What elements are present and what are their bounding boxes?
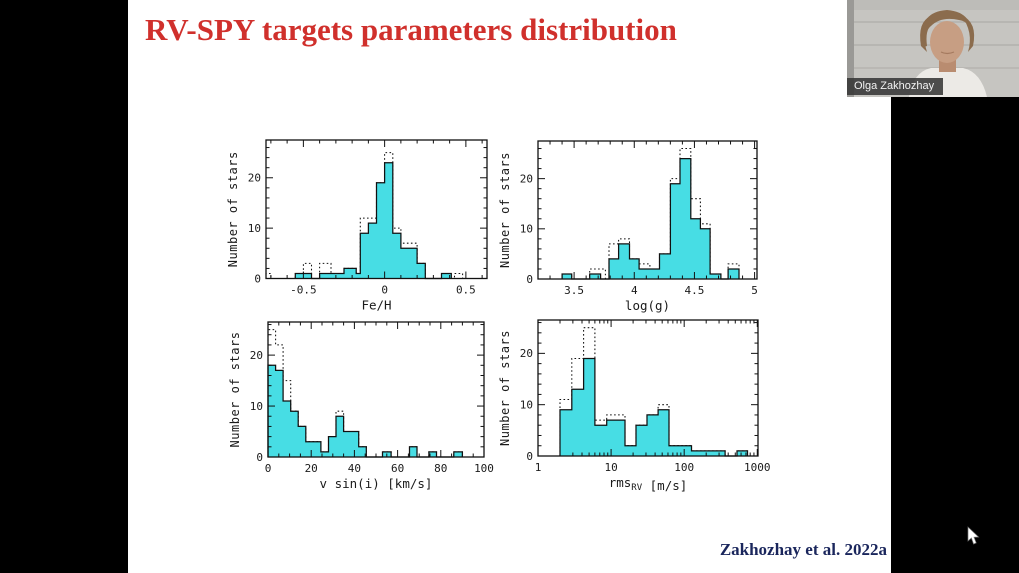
webcam-video-tile[interactable]: Olga Zakhozhay	[847, 0, 1019, 97]
svg-text:10: 10	[248, 222, 261, 235]
y-axis-label: Number of stars	[228, 332, 242, 448]
svg-text:0: 0	[254, 272, 261, 285]
svg-text:80: 80	[434, 462, 447, 475]
axes: 1 10 100 1000 0 10 20	[520, 319, 771, 474]
svg-text:20: 20	[520, 172, 533, 185]
svg-text:1: 1	[535, 461, 542, 474]
svg-text:0.5: 0.5	[456, 284, 476, 297]
x-axis-label: Fe/H	[361, 298, 391, 313]
axes: 3.5 4 4.5 5 0 10 20	[520, 140, 758, 297]
y-axis-label: Number of stars	[498, 152, 512, 268]
svg-text:10: 10	[250, 400, 263, 413]
solid-filled-sample-path	[267, 364, 464, 458]
svg-text:0: 0	[526, 273, 533, 286]
svg-text:0: 0	[265, 462, 272, 475]
svg-text:20: 20	[250, 349, 263, 362]
webcam-person	[909, 10, 987, 97]
dotted-sample-path	[267, 329, 463, 458]
svg-text:3.5: 3.5	[564, 284, 584, 297]
svg-text:10: 10	[520, 398, 533, 411]
svg-text:10: 10	[604, 461, 617, 474]
svg-text:1000: 1000	[744, 461, 771, 474]
histogram-logg: 3.5 4 4.5 5 0 10 20 log(g) Number of stars	[498, 140, 758, 313]
svg-text:5: 5	[751, 284, 758, 297]
solid-filled-sample-path	[559, 357, 749, 457]
axes: 0 20 40 60 80 100 0 10 20	[250, 321, 494, 475]
svg-text:0: 0	[256, 451, 263, 464]
svg-text:40: 40	[348, 462, 361, 475]
svg-text:4: 4	[631, 284, 638, 297]
x-axis-label: log(g)	[625, 298, 670, 313]
x-axis-label: rmsRV [m/s]	[609, 475, 688, 493]
y-axis-label: Number of stars	[498, 330, 512, 446]
y-axis-label: Number of stars	[226, 151, 240, 267]
svg-text:0: 0	[381, 284, 388, 297]
webcam-name-label: Olga Zakhozhay	[847, 78, 944, 95]
svg-text:100: 100	[474, 462, 494, 475]
svg-text:4.5: 4.5	[684, 284, 704, 297]
svg-text:-0.5: -0.5	[290, 284, 317, 297]
citation-text: Zakhozhay et al. 2022a	[719, 540, 887, 559]
x-axis-label: v sin(i) [km/s]	[320, 476, 433, 491]
svg-text:20: 20	[520, 347, 533, 360]
svg-text:10: 10	[520, 223, 533, 236]
slide: RV-SPY targets parameters distribution Z…	[128, 0, 891, 573]
dotted-sample-path	[561, 147, 740, 280]
histogram-rms-rv: 1 10 100 1000 0 10 20 rmsRV [m/s] Number of star…	[498, 319, 771, 493]
histogram-feh: -0.5 0 0.5 0 10 20 Fe/H Number of stars	[226, 139, 488, 313]
svg-text:60: 60	[391, 462, 404, 475]
slide-title: RV-SPY targets parameters distribution	[145, 12, 677, 47]
mouse-cursor	[967, 526, 980, 545]
letterbox-left	[0, 0, 128, 573]
solid-filled-sample-path	[294, 162, 452, 280]
solid-filled-sample-path	[561, 157, 740, 280]
svg-text:100: 100	[674, 461, 694, 474]
svg-text:0: 0	[526, 450, 533, 463]
svg-text:20: 20	[248, 172, 261, 185]
svg-text:20: 20	[305, 462, 318, 475]
axes: -0.5 0 0.5 0 10 20	[248, 139, 488, 297]
